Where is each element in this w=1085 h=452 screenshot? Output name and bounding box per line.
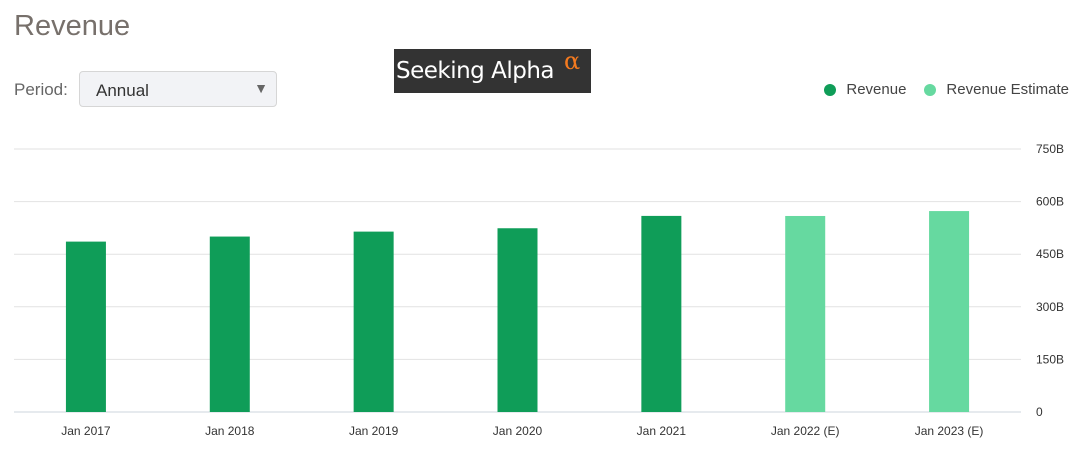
- seeking-alpha-logo: Seeking Alpha α: [394, 47, 591, 93]
- legend-item-estimate[interactable]: Revenue Estimate: [924, 81, 1069, 98]
- bar-revenue: [353, 231, 394, 412]
- period-value: Annual: [96, 81, 149, 100]
- y-tick-label: 600B: [1036, 195, 1064, 209]
- logo-alpha: α: [564, 47, 581, 75]
- y-tick-label: 300B: [1036, 300, 1064, 314]
- y-tick-label: 450B: [1036, 247, 1064, 261]
- x-tick-label: Jan 2022 (E): [771, 424, 840, 438]
- y-tick-label: 750B: [1036, 142, 1064, 156]
- bar-estimate: [785, 215, 826, 412]
- chart-legend: Revenue Revenue Estimate: [824, 81, 1069, 98]
- bar-revenue: [641, 215, 682, 412]
- y-tick-label: 150B: [1036, 352, 1064, 366]
- bar-revenue: [209, 236, 250, 412]
- legend-label-estimate: Revenue Estimate: [946, 81, 1069, 98]
- y-tick-label: 0: [1036, 405, 1043, 419]
- x-tick-label: Jan 2023 (E): [915, 424, 984, 438]
- x-tick-label: Jan 2020: [493, 424, 543, 438]
- period-label: Period:: [14, 80, 68, 99]
- x-tick-label: Jan 2017: [61, 424, 111, 438]
- legend-dot-estimate: [924, 83, 937, 96]
- page-title: Revenue: [14, 10, 131, 42]
- legend-label-revenue: Revenue: [846, 81, 907, 98]
- bar-revenue: [65, 241, 106, 412]
- bar-estimate: [929, 211, 970, 412]
- legend-dot-revenue: [824, 83, 837, 96]
- x-tick-label: Jan 2019: [349, 424, 399, 438]
- chevron-down-icon: ▼: [254, 80, 268, 96]
- period-select[interactable]: Annual ▼: [79, 71, 277, 107]
- x-tick-label: Jan 2021: [637, 424, 687, 438]
- logo-text: Seeking Alpha: [396, 58, 555, 84]
- legend-item-revenue[interactable]: Revenue: [824, 81, 906, 98]
- x-tick-label: Jan 2018: [205, 424, 255, 438]
- bar-revenue: [497, 228, 538, 412]
